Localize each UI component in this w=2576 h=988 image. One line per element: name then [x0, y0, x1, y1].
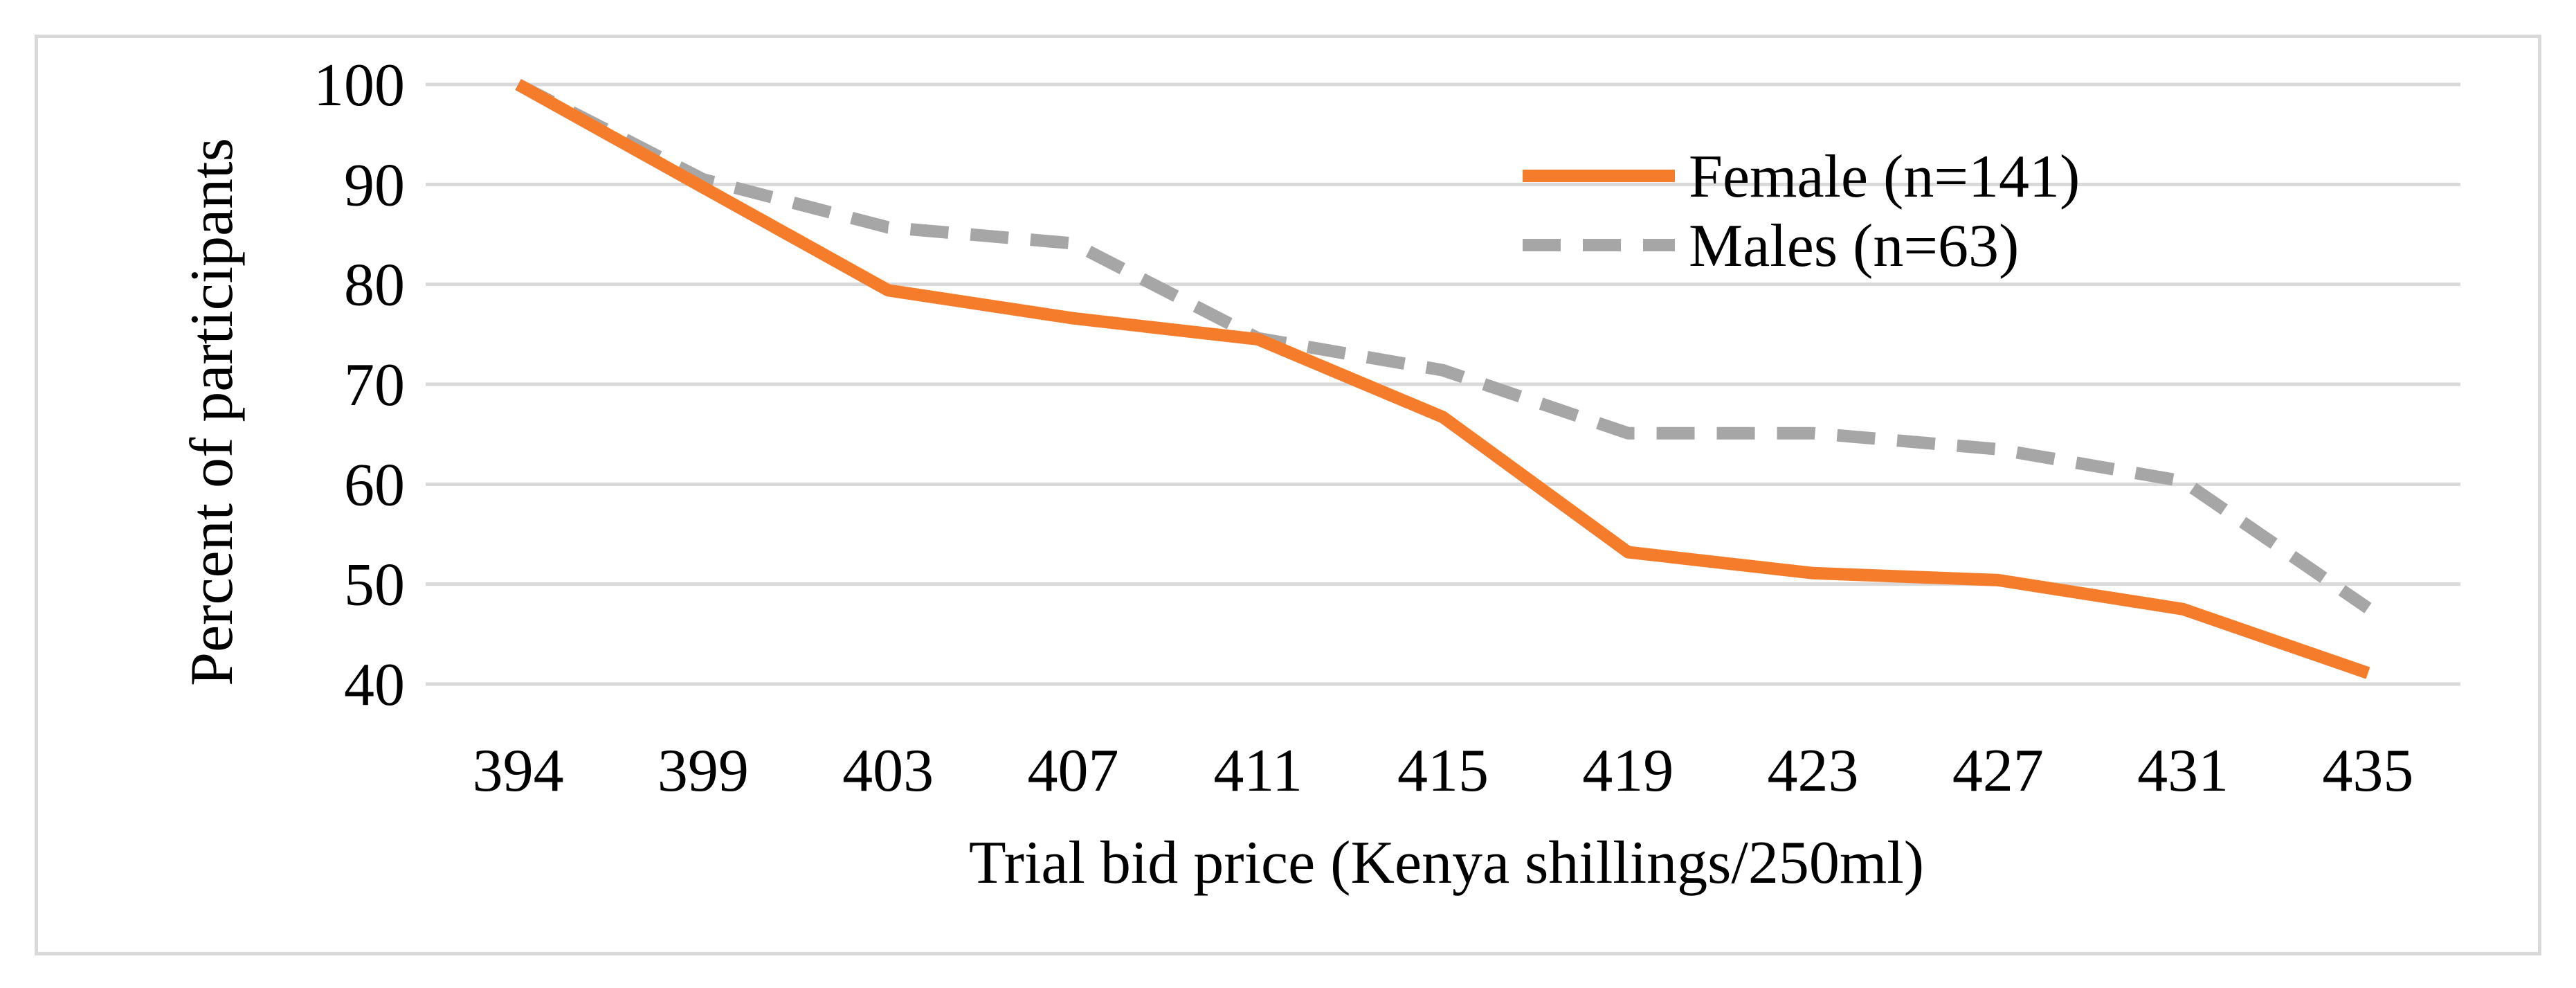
x-axis-title: Trial bid price (Kenya shillings/250ml) [969, 829, 1924, 897]
y-tick-label: 40 [344, 652, 405, 719]
x-tick-label: 403 [842, 737, 934, 805]
y-tick-label: 90 [344, 152, 405, 219]
legend-label-males: Males (n=63) [1689, 213, 2019, 280]
x-tick-label: 419 [1582, 737, 1674, 805]
series-lines [515, 78, 2372, 679]
chart-frame [35, 35, 2541, 955]
x-tick-label: 399 [657, 737, 749, 805]
legend: Female (n=141) Males (n=63) [1523, 143, 2080, 280]
y-tick-label: 70 [344, 352, 405, 419]
legend-label-female: Female (n=141) [1689, 143, 2080, 210]
x-tick-label: 427 [1952, 737, 2044, 805]
x-tick-label: 407 [1027, 737, 1118, 805]
y-axis-ticks: 40 50 60 70 80 90 100 [314, 52, 405, 719]
x-axis-ticks: 394 399 403 407 411 415 419 423 427 431 435 [473, 737, 2414, 805]
x-tick-label: 423 [1768, 737, 1859, 805]
x-tick-label: 435 [2322, 737, 2413, 805]
x-tick-label: 394 [473, 737, 564, 805]
y-tick-label: 100 [314, 52, 405, 119]
y-tick-label: 50 [344, 552, 405, 619]
gridlines [426, 82, 2460, 686]
y-tick-label: 60 [344, 451, 405, 519]
x-tick-label: 411 [1213, 737, 1303, 805]
x-tick-label: 415 [1397, 737, 1489, 805]
x-tick-label: 431 [2137, 737, 2229, 805]
series-line-males [515, 78, 2372, 613]
y-tick-label: 80 [344, 252, 405, 319]
y-axis-title: Percent of participants [179, 138, 246, 686]
